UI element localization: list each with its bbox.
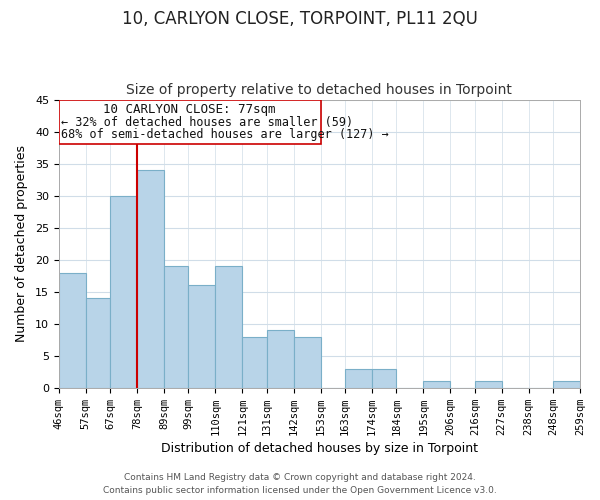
X-axis label: Distribution of detached houses by size in Torpoint: Distribution of detached houses by size …: [161, 442, 478, 455]
Bar: [59, 100, 320, 144]
Text: 10, CARLYON CLOSE, TORPOINT, PL11 2QU: 10, CARLYON CLOSE, TORPOINT, PL11 2QU: [122, 10, 478, 28]
Bar: [164, 266, 188, 388]
Bar: [59, 272, 86, 388]
Text: 68% of semi-detached houses are larger (127) →: 68% of semi-detached houses are larger (…: [61, 128, 389, 141]
Text: 10 CARLYON CLOSE: 77sqm: 10 CARLYON CLOSE: 77sqm: [103, 103, 276, 116]
Bar: [215, 266, 242, 388]
Text: Contains HM Land Registry data © Crown copyright and database right 2024.
Contai: Contains HM Land Registry data © Crown c…: [103, 474, 497, 495]
Bar: [86, 298, 110, 388]
Bar: [475, 382, 502, 388]
Bar: [424, 382, 451, 388]
Bar: [345, 368, 372, 388]
Text: ← 32% of detached houses are smaller (59): ← 32% of detached houses are smaller (59…: [61, 116, 353, 128]
Bar: [242, 336, 267, 388]
Bar: [188, 286, 215, 388]
Bar: [137, 170, 164, 388]
Bar: [267, 330, 294, 388]
Bar: [294, 336, 320, 388]
Bar: [372, 368, 397, 388]
Bar: [553, 382, 580, 388]
Y-axis label: Number of detached properties: Number of detached properties: [15, 145, 28, 342]
Bar: [110, 196, 137, 388]
Title: Size of property relative to detached houses in Torpoint: Size of property relative to detached ho…: [127, 83, 512, 97]
